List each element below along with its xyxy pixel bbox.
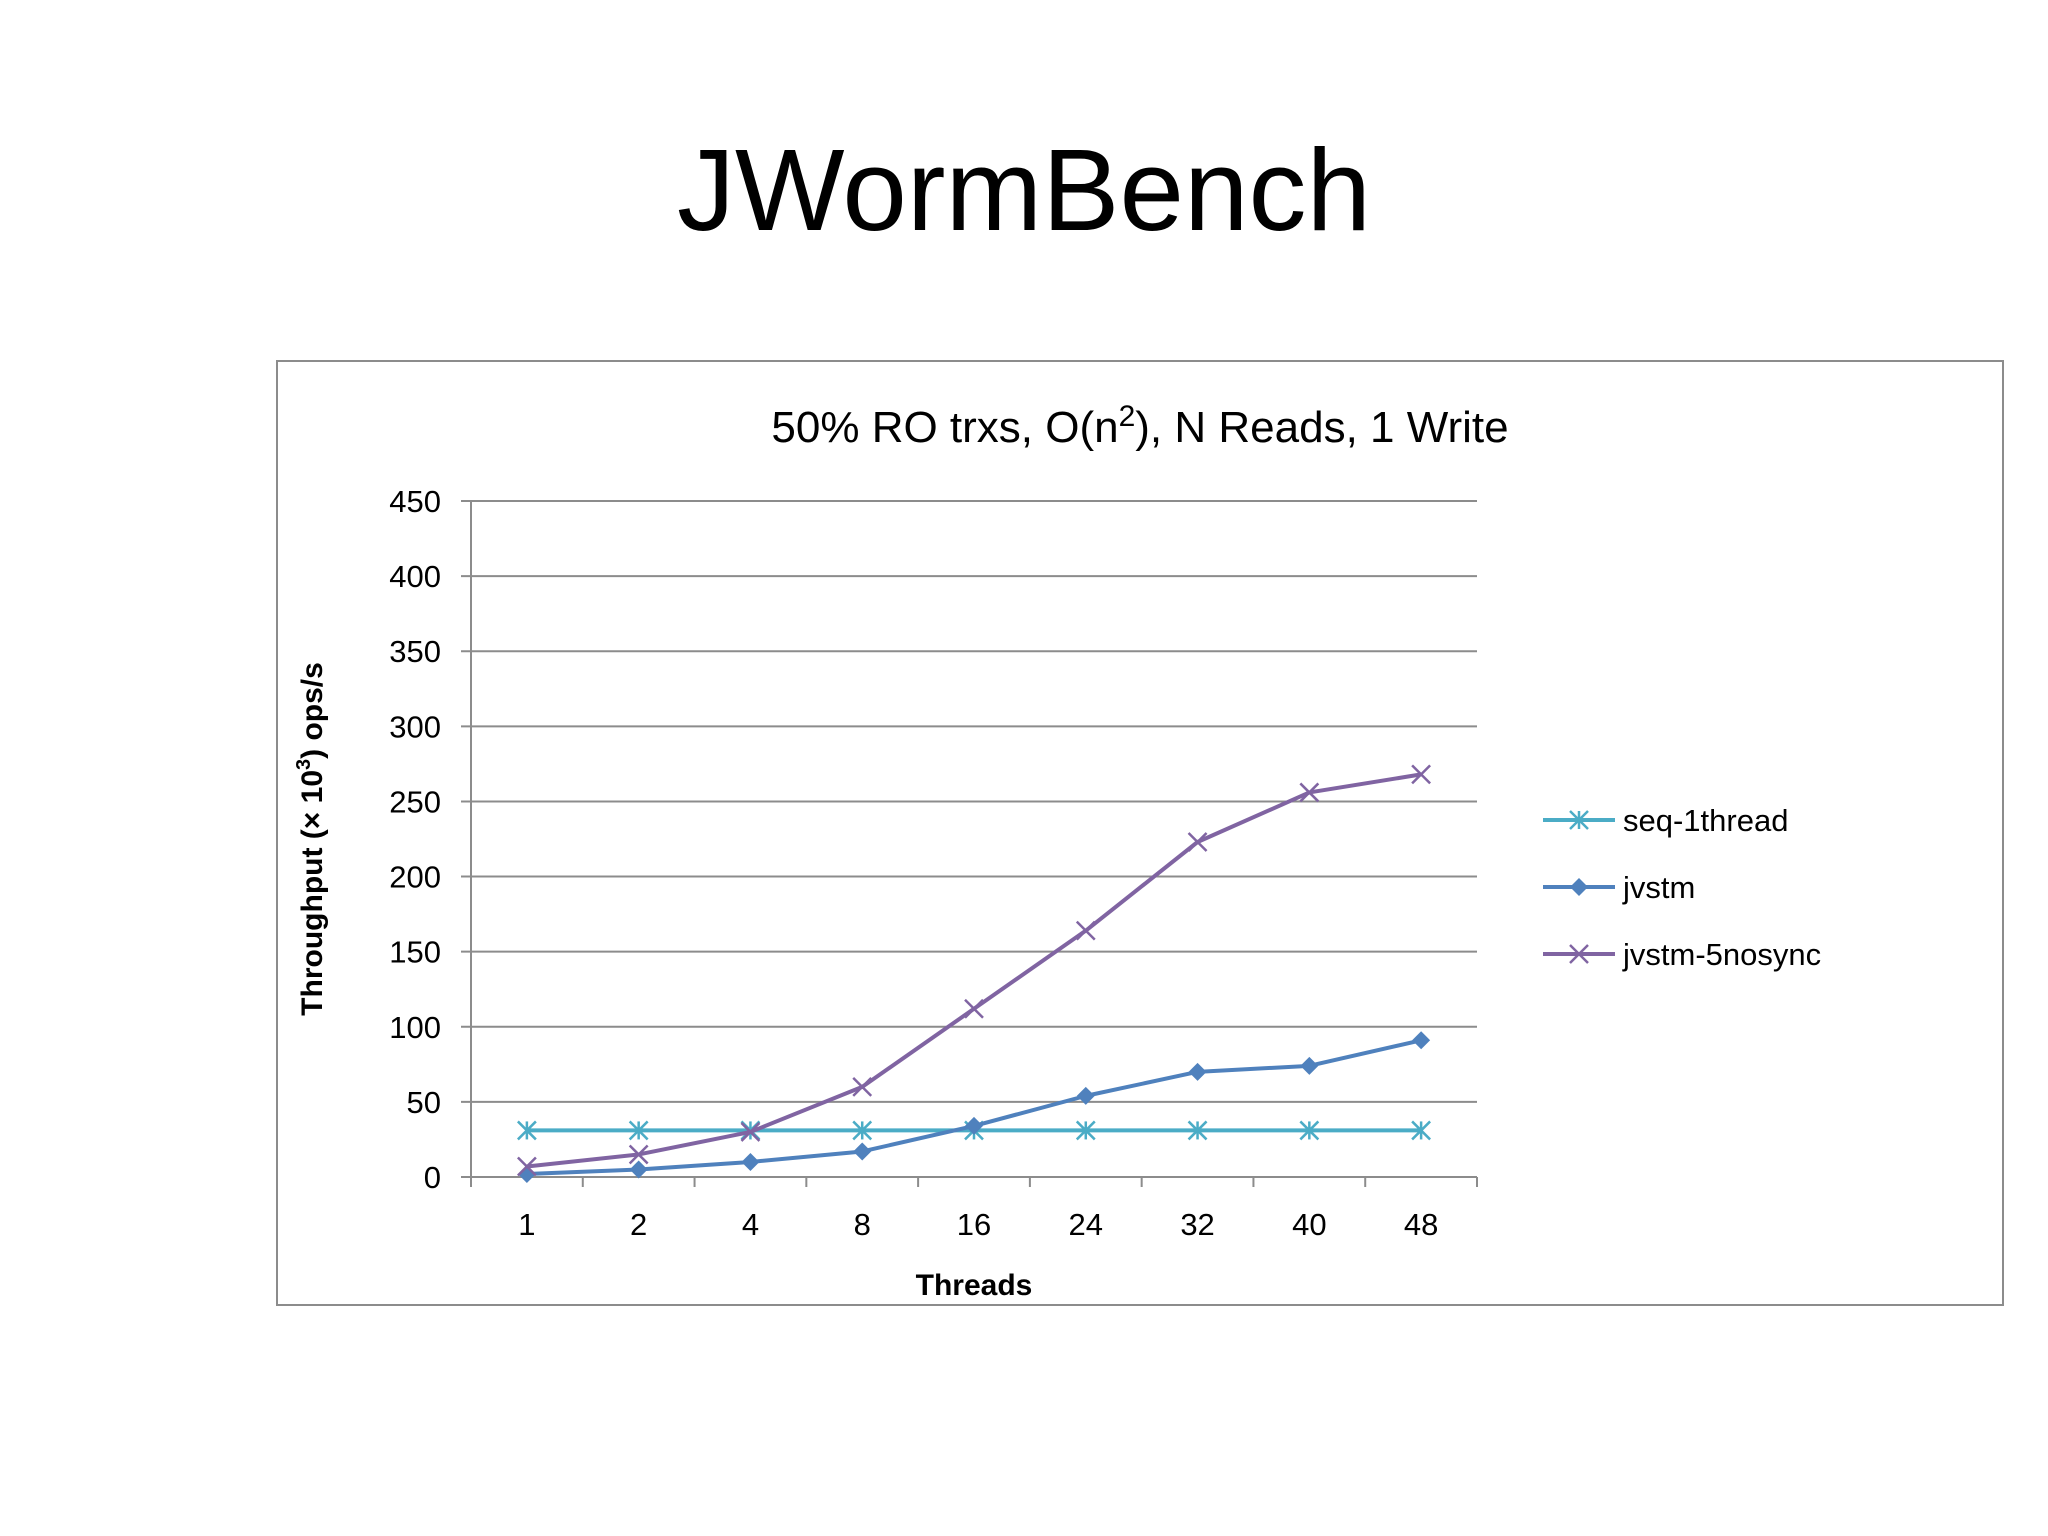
x-tick-label: 32 bbox=[1180, 1207, 1214, 1242]
legend-label-seq-1thread: seq-1thread bbox=[1623, 803, 1788, 838]
data-point-jvstm-5nosync bbox=[628, 1144, 649, 1165]
chart-title-main: 50% RO trxs, O(n bbox=[771, 403, 1118, 452]
data-point-jvstm-5nosync bbox=[740, 1122, 761, 1142]
x-marker-stroke bbox=[964, 998, 984, 1019]
x-marker-stroke bbox=[628, 1144, 649, 1165]
y-tick-label: 200 bbox=[389, 860, 441, 895]
x-marker-stroke bbox=[1299, 782, 1320, 803]
diamond-marker-shape bbox=[965, 1116, 983, 1135]
y-tick-label: 0 bbox=[424, 1160, 441, 1195]
x-tick-label: 24 bbox=[1069, 1207, 1103, 1242]
data-point-jvstm bbox=[1412, 1031, 1431, 1050]
data-point-jvstm bbox=[741, 1152, 760, 1171]
data-point-jvstm bbox=[965, 1116, 983, 1135]
y-tick-label: 300 bbox=[389, 709, 441, 744]
data-point-jvstm bbox=[1300, 1056, 1319, 1075]
x-tick-label: 8 bbox=[854, 1207, 871, 1242]
chart-title: 50% RO trxs, O(n2), N Reads, 1 Write bbox=[771, 400, 1508, 452]
slide-title: JWormBench bbox=[676, 125, 1372, 255]
x-tick-label: 16 bbox=[957, 1207, 991, 1242]
x-marker-stroke bbox=[740, 1122, 761, 1142]
data-point-jvstm-5nosync bbox=[1187, 832, 1208, 852]
x-tick-label: 48 bbox=[1404, 1207, 1438, 1242]
data-point-seq-1thread bbox=[1187, 1120, 1208, 1141]
chart-title-superscript: 2 bbox=[1119, 400, 1136, 433]
x-marker-stroke bbox=[1569, 944, 1589, 964]
data-point-jvstm bbox=[853, 1142, 872, 1161]
x-tick-label: 4 bbox=[742, 1207, 759, 1242]
data-point-seq-1thread bbox=[1075, 1120, 1096, 1141]
data-point-seq-1thread bbox=[1411, 1120, 1431, 1141]
legend-marker-seq-1thread bbox=[1569, 810, 1589, 830]
line-chart: 50% RO trxs, O(n2), N Reads, 1 Write0501… bbox=[293, 400, 1821, 1302]
legend-marker-jvstm bbox=[1570, 878, 1588, 896]
data-point-seq-1thread bbox=[852, 1120, 873, 1141]
diamond-marker-shape bbox=[1076, 1086, 1095, 1105]
x-marker-stroke bbox=[1411, 764, 1431, 785]
y-tick-label: 50 bbox=[407, 1085, 441, 1120]
data-point-jvstm bbox=[629, 1160, 648, 1179]
legend-marker-jvstm-5nosync bbox=[1569, 944, 1589, 964]
data-point-jvstm-5nosync bbox=[964, 998, 984, 1019]
diamond-marker-shape bbox=[741, 1152, 760, 1171]
data-point-seq-1thread bbox=[1299, 1120, 1320, 1141]
series-line-jvstm-5nosync bbox=[526, 772, 1422, 1169]
x-marker-stroke bbox=[1075, 920, 1096, 941]
data-point-jvstm bbox=[1076, 1086, 1095, 1105]
y-axis-title: Throughput (× 103) ops/s bbox=[293, 662, 329, 1016]
y-tick-label: 450 bbox=[389, 484, 441, 519]
x-tick-label: 2 bbox=[630, 1207, 647, 1242]
data-point-seq-1thread bbox=[628, 1120, 649, 1141]
data-point-jvstm-5nosync bbox=[1299, 782, 1320, 803]
data-point-jvstm-5nosync bbox=[517, 1156, 537, 1177]
y-tick-label: 100 bbox=[389, 1010, 441, 1045]
diamond-marker-shape bbox=[1188, 1062, 1207, 1081]
series-line-jvstm bbox=[526, 1038, 1422, 1176]
y-tick-label: 150 bbox=[389, 935, 441, 970]
diamond-marker-shape bbox=[1412, 1031, 1431, 1050]
y-tick-label: 250 bbox=[389, 784, 441, 819]
y-tick-label: 350 bbox=[389, 634, 441, 669]
legend-label-jvstm-5nosync: jvstm-5nosync bbox=[1622, 937, 1821, 972]
y-tick-label: 400 bbox=[389, 559, 441, 594]
diamond-marker-shape bbox=[629, 1160, 648, 1179]
x-marker-stroke bbox=[1187, 832, 1208, 852]
x-axis-title: Threads bbox=[916, 1269, 1033, 1302]
data-point-seq-1thread bbox=[517, 1120, 537, 1141]
data-point-jvstm bbox=[1188, 1062, 1207, 1081]
diamond-marker-shape bbox=[1300, 1056, 1319, 1075]
x-marker-stroke bbox=[852, 1076, 873, 1097]
data-point-jvstm-5nosync bbox=[852, 1076, 873, 1097]
chart-frame: 50% RO trxs, O(n2), N Reads, 1 Write 0 50 1… bbox=[276, 360, 2004, 1306]
x-marker-stroke bbox=[517, 1156, 537, 1177]
y-axis-title-main: Throughput (× 10 bbox=[296, 770, 329, 1016]
x-tick-label: 40 bbox=[1292, 1207, 1326, 1242]
diamond-marker-shape bbox=[1570, 878, 1588, 896]
y-axis-title-rest: ) ops/s bbox=[296, 662, 329, 759]
x-tick-label: 1 bbox=[518, 1207, 535, 1242]
diamond-marker-shape bbox=[853, 1142, 872, 1161]
data-point-jvstm-5nosync bbox=[1075, 920, 1096, 941]
chart-title-rest: ), N Reads, 1 Write bbox=[1135, 403, 1508, 452]
legend-label-jvstm: jvstm bbox=[1622, 870, 1695, 905]
data-point-jvstm-5nosync bbox=[1411, 764, 1431, 785]
y-axis-title-superscript: 3 bbox=[293, 759, 315, 770]
